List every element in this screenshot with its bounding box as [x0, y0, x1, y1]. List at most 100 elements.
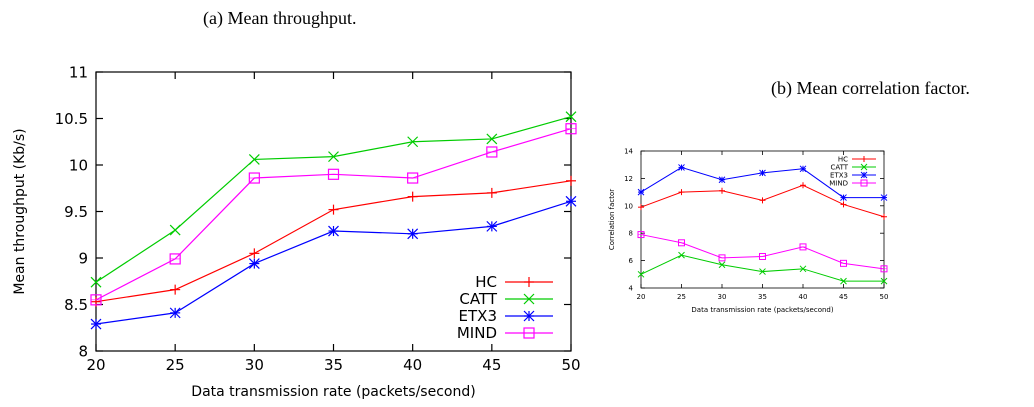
data-point [565, 123, 577, 135]
x-tick-label: 35 [758, 293, 767, 301]
data-point [718, 254, 726, 262]
series-hc [91, 175, 576, 307]
data-point [566, 175, 576, 186]
data-point [169, 307, 181, 319]
data-point [840, 259, 847, 267]
y-tick-label: 8 [78, 342, 88, 360]
data-point [169, 224, 181, 236]
legend-marker [523, 293, 535, 305]
data-point [637, 270, 645, 278]
data-point [327, 168, 340, 180]
y-tick-label: 12 [624, 175, 633, 183]
data-point [759, 268, 766, 275]
data-point [678, 239, 685, 247]
data-point [486, 220, 498, 232]
y-axis-label: Correlation factor [608, 189, 616, 250]
x-tick-label: 20 [637, 293, 646, 301]
data-point [637, 188, 645, 196]
legend-marker [860, 179, 868, 187]
y-tick-label: 8 [629, 230, 633, 238]
series-mind [90, 123, 577, 306]
caption-a: (a) Mean throughput. [203, 8, 357, 28]
data-point [759, 169, 766, 177]
data-point [169, 253, 181, 265]
legend-marker [524, 277, 534, 287]
data-point [565, 111, 577, 123]
legend-marker [523, 310, 535, 322]
y-tick-label: 9 [78, 249, 88, 267]
data-point [678, 164, 685, 171]
y-tick-label: 4 [629, 284, 634, 292]
x-tick-label: 30 [245, 356, 264, 374]
data-point [90, 276, 102, 288]
data-point [328, 204, 339, 215]
data-point [759, 252, 766, 260]
legend-label: CATT [459, 290, 497, 308]
data-point [637, 231, 645, 239]
data-point [407, 228, 419, 240]
data-point [328, 151, 339, 163]
y-tick-label: 9.5 [64, 203, 88, 221]
data-point [840, 201, 847, 208]
caption-b: (b) Mean correlation factor. [771, 78, 970, 98]
data-point [678, 189, 685, 196]
legend-marker [523, 327, 535, 339]
legend-label: MIND [829, 179, 848, 187]
x-tick-label: 20 [86, 356, 105, 374]
y-tick-label: 10 [624, 202, 633, 210]
data-point [880, 265, 888, 273]
legend-label: HC [838, 155, 848, 163]
legend-label: HC [475, 273, 497, 291]
y-axis-label: Mean throughput (Kb/s) [12, 128, 28, 294]
legend-label: ETX3 [830, 171, 848, 179]
x-axis-label: Data transmission rate (packets/second) [691, 306, 833, 314]
data-point [881, 213, 887, 220]
series-etx3 [637, 164, 888, 201]
data-point [638, 204, 644, 211]
data-point [248, 153, 260, 165]
y-tick-label: 14 [624, 147, 633, 155]
data-point [170, 284, 181, 295]
data-point [248, 258, 260, 270]
series-hc [638, 182, 887, 220]
x-tick-label: 25 [677, 293, 686, 301]
x-tick-label: 45 [839, 293, 848, 301]
x-tick-label: 35 [324, 356, 343, 374]
x-tick-label: 50 [880, 293, 889, 301]
y-tick-label: 11 [69, 63, 88, 81]
data-point [800, 182, 806, 189]
x-tick-label: 30 [718, 293, 727, 301]
legend-label: CATT [830, 163, 848, 171]
legend-label: ETX3 [459, 307, 497, 325]
data-point [90, 294, 102, 306]
data-point [486, 133, 498, 145]
data-point [799, 165, 807, 173]
x-tick-label: 40 [403, 356, 422, 374]
legend-label: MIND [457, 324, 497, 342]
x-tick-label: 45 [482, 356, 501, 374]
series-mind [637, 231, 888, 273]
series-catt [637, 251, 888, 285]
data-point [565, 195, 577, 207]
data-point [328, 225, 339, 237]
series-line [640, 234, 885, 270]
x-tick-label: 25 [166, 356, 185, 374]
data-point [759, 197, 766, 204]
series-etx3 [90, 195, 577, 330]
plot-area-0: 20 25 30 35 40 45 50 8 8.5 9 9.5 10 10.5 11 Data trans… [12, 63, 581, 400]
series-catt [90, 111, 577, 288]
x-axis-label: Data transmission rate (packets/second) [191, 384, 475, 400]
data-point [719, 187, 725, 194]
y-tick-label: 10 [69, 156, 88, 174]
data-point [486, 146, 498, 158]
data-point [799, 243, 807, 251]
y-tick-label: 6 [629, 257, 634, 265]
legend-marker [861, 156, 867, 162]
legend-marker [860, 163, 868, 171]
data-point [678, 251, 685, 259]
y-tick-label: 10.5 [55, 110, 88, 128]
data-point [90, 318, 102, 330]
